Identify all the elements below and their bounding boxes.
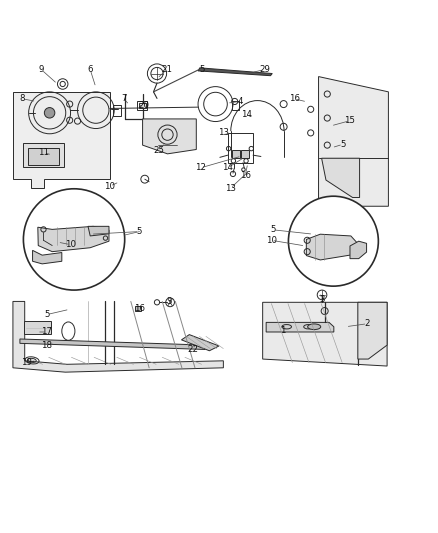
Text: 17: 17: [42, 327, 53, 336]
Text: 13: 13: [225, 184, 236, 193]
Bar: [135, 306, 141, 311]
Text: 1: 1: [280, 326, 286, 335]
Text: 5: 5: [340, 140, 346, 149]
Text: 3: 3: [166, 297, 172, 306]
Text: 13: 13: [218, 128, 229, 138]
Text: 10: 10: [65, 240, 76, 249]
Text: 10: 10: [104, 182, 115, 191]
Circle shape: [44, 108, 55, 118]
Circle shape: [288, 196, 378, 286]
Text: 9: 9: [39, 65, 44, 74]
Text: 19: 19: [21, 358, 32, 367]
Polygon shape: [143, 119, 196, 154]
Text: 5: 5: [200, 65, 205, 74]
Polygon shape: [32, 251, 62, 264]
Bar: [23, 143, 64, 167]
Text: 16: 16: [289, 94, 300, 103]
Bar: [241, 150, 249, 158]
Bar: [113, 105, 121, 116]
Polygon shape: [358, 302, 387, 359]
Polygon shape: [321, 158, 360, 198]
Polygon shape: [350, 241, 367, 259]
Bar: [24, 321, 51, 334]
Text: 20: 20: [138, 101, 149, 110]
Text: 4: 4: [237, 97, 243, 106]
Text: 6: 6: [88, 65, 93, 74]
Polygon shape: [13, 302, 223, 372]
Bar: [232, 101, 239, 110]
Bar: [232, 150, 240, 158]
Polygon shape: [263, 302, 387, 366]
Text: 5: 5: [44, 310, 50, 319]
Circle shape: [23, 189, 125, 290]
Bar: [228, 133, 253, 163]
Bar: [139, 103, 146, 108]
Bar: [28, 148, 59, 165]
Polygon shape: [13, 92, 110, 188]
Polygon shape: [181, 335, 219, 351]
Text: 25: 25: [154, 146, 165, 155]
Polygon shape: [88, 227, 109, 236]
Text: 7: 7: [121, 94, 127, 103]
Text: 29: 29: [259, 65, 270, 74]
Text: 5: 5: [137, 227, 142, 236]
Text: 14: 14: [222, 163, 233, 172]
Text: 18: 18: [42, 341, 53, 350]
Text: 5: 5: [270, 225, 276, 235]
Polygon shape: [20, 339, 205, 350]
Text: 21: 21: [161, 65, 172, 74]
Ellipse shape: [307, 324, 321, 329]
Text: 14: 14: [240, 110, 251, 119]
Text: 10: 10: [266, 236, 277, 245]
Polygon shape: [318, 77, 389, 206]
Text: 8: 8: [20, 94, 25, 103]
Polygon shape: [38, 227, 109, 252]
Polygon shape: [266, 322, 334, 332]
Text: 22: 22: [187, 345, 198, 354]
Text: 15: 15: [344, 116, 356, 125]
Polygon shape: [306, 234, 360, 260]
Polygon shape: [198, 68, 272, 76]
Text: 11: 11: [38, 149, 49, 157]
Text: 12: 12: [195, 163, 206, 172]
Text: 3: 3: [319, 295, 325, 304]
Text: 16: 16: [240, 171, 251, 180]
Text: 16: 16: [134, 304, 145, 313]
Bar: [137, 101, 148, 110]
Text: 2: 2: [365, 319, 370, 328]
